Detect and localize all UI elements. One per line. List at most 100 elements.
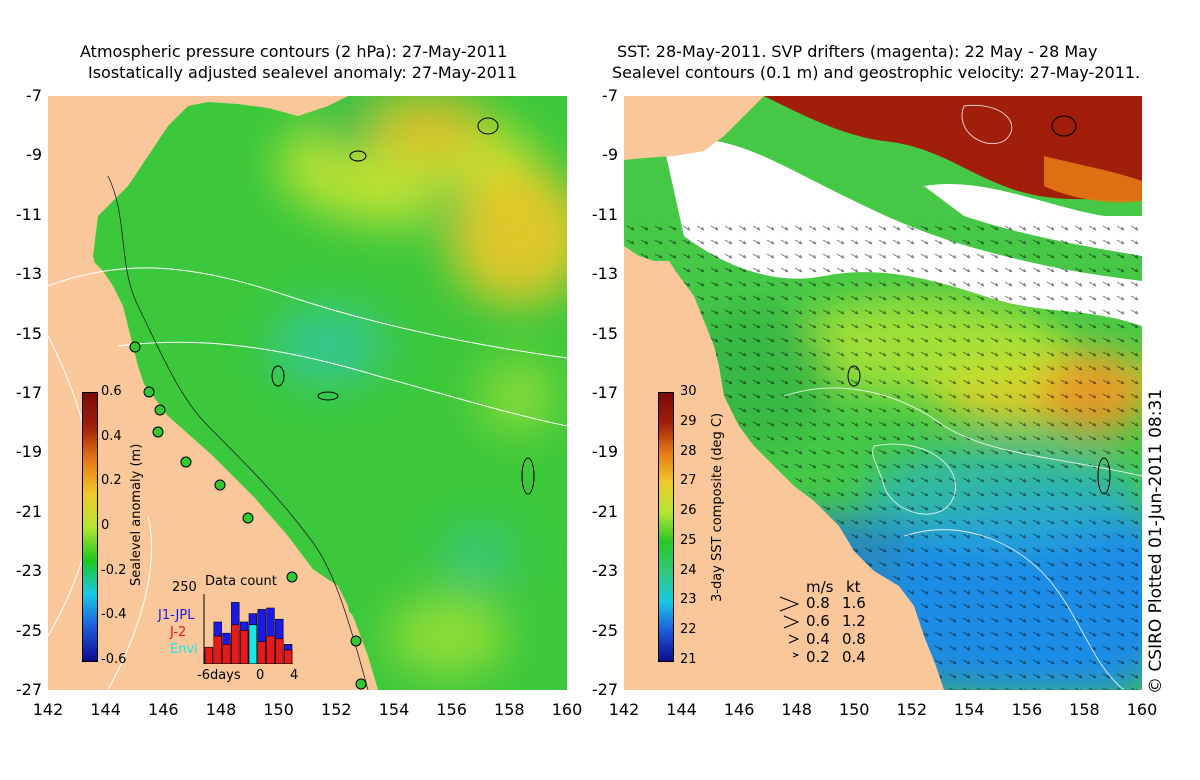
right-title-line1: SST: 28-May-2011. SVP drifters (magenta)… [617,42,1098,61]
velocity-legend-unit-kt: kt [846,578,861,596]
colorbar-tick: 0.2 [101,473,122,489]
right-xtick: 158 [1069,700,1100,719]
right-ytick: -13 [591,264,618,284]
colorbar-tick: -0.2 [101,562,127,578]
sst-colorbar-label: 3-day SST composite (deg C) [710,412,725,602]
left-xtick: 154 [378,700,410,719]
sealevel-anomaly-svg [48,96,567,690]
australia-land [624,246,944,690]
sla-ocean-field [93,96,567,690]
inset-xtick-start: -6days [197,668,241,683]
left-xtick: 158 [494,700,525,719]
colorbar-tick: 0 [101,518,110,533]
velocity-row-4-ms: 0.2 [806,648,830,666]
inset-bar-Envi [248,624,258,664]
left-xtick: 160 [551,700,583,719]
right-ytick: -23 [591,561,618,581]
australia-land [48,261,368,690]
inset-bar-J-2 [283,649,293,664]
velocity-row-3-ms: 0.4 [806,630,830,648]
left-ytick: -19 [15,442,42,462]
inset-axes [203,594,293,664]
velocity-legend-arrows [779,596,800,658]
velocity-row-4-kt: 0.4 [842,648,866,666]
colorbar-tick: 27 [680,473,697,489]
velocity-row-2-kt: 1.2 [842,612,866,630]
png-land [624,96,764,160]
sst-map [624,96,1142,690]
right-xtick: 156 [1011,700,1043,719]
sealevel-colorbar-label: Sealevel anomaly (m) [129,443,144,586]
inset-bar-J-2 [213,635,222,664]
left-xtick: 142 [32,700,64,719]
velocity-legend-unit-ms: m/s [806,578,834,596]
colorbar-tick: -0.6 [101,652,127,667]
png-land [48,96,348,171]
right-xtick: 142 [608,700,640,719]
pressure-contours [48,267,567,690]
inset-title: Data count [205,574,277,589]
left-ytick: -17 [15,383,42,402]
left-title-line2: Isostatically adjusted sealevel anomaly:… [88,63,518,82]
right-ytick: -27 [591,680,618,699]
right-xtick: 160 [1126,700,1158,719]
colorbar-tick: 25 [680,532,697,548]
right-ytick: -17 [591,383,618,402]
left-xtick: 156 [436,700,467,719]
velocity-row-1-kt: 1.6 [842,594,866,612]
colorbar-tick: -0.4 [101,607,127,623]
left-ytick: -15 [15,323,42,343]
inset-bar-J-2 [239,630,249,664]
inset-legend-j1: J1-JPL [158,608,195,623]
colorbar-tick: 26 [680,503,697,519]
inset-legend-envi: Envi [170,642,198,657]
inset-legend-j2: J-2 [170,625,187,640]
colorbar-tick: 0.4 [101,428,122,444]
right-ytick: -19 [591,442,618,462]
velocity-row-1-ms: 0.8 [806,594,830,612]
inset-bar-J-2 [204,646,214,664]
islands [847,115,1111,495]
left-ytick: -27 [15,680,42,699]
right-xtick: 150 [838,700,870,719]
colorbar-tick: 28 [680,443,697,459]
colorbar-tick: 29 [680,413,697,429]
colorbar-tick: 21 [680,652,697,667]
colorbar-tick: 23 [680,592,697,608]
velocity-row-2-ms: 0.6 [806,612,830,630]
left-title-line1: Atmospheric pressure contours (2 hPa): 2… [80,42,508,61]
right-ytick: -21 [591,501,618,521]
inset-ymax-label: 250 [172,580,197,595]
colorbar-tick: 22 [680,622,697,638]
left-ytick: -7 [26,86,42,105]
inset-bar-chart [203,594,293,664]
sst-svg [624,96,1142,690]
right-title-line2: Sealevel contours (0.1 m) and geostrophi… [612,63,1141,82]
inset-bar-J-2 [257,641,266,664]
left-ytick: -13 [15,264,42,284]
colorbar-tick: 24 [680,562,697,578]
colorbar-tick: 0.6 [101,384,122,399]
right-ytick: -25 [591,620,618,640]
left-ytick: -25 [15,620,42,640]
bathymetry-contour [107,175,369,690]
right-xtick: 152 [896,700,928,719]
left-ytick: -11 [15,204,42,224]
inset-xtick-end: 4 [290,668,299,683]
sealevel-colorbar [82,392,98,662]
right-xtick: 146 [723,700,755,719]
left-xtick: 152 [321,700,352,719]
inset-bar-J-2 [222,644,231,664]
tide-gauge-markers [129,341,367,690]
sealevel-contours [783,104,1142,690]
sst-colorbar [658,392,674,662]
right-xtick: 154 [954,700,985,719]
inset-bar-J-2 [275,638,284,664]
left-xtick: 148 [205,700,237,719]
left-xtick: 146 [148,700,179,719]
velocity-row-3-kt: 0.8 [842,630,866,648]
right-xtick: 148 [781,700,812,719]
islands [271,117,535,495]
inset-bar-J-2 [266,635,275,664]
inset-xtick-zero: 0 [256,668,265,683]
